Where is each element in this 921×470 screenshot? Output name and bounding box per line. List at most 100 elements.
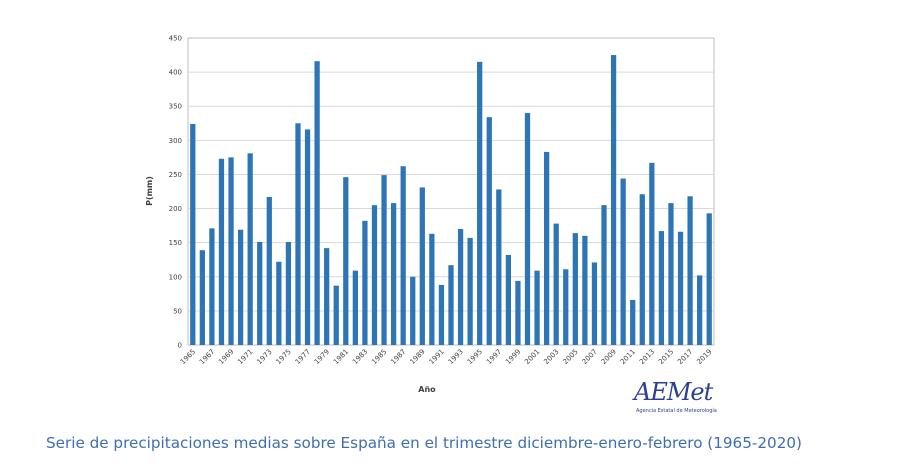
bar-2015 [668, 203, 674, 345]
logo-wordmark: AEMet [634, 378, 713, 406]
bar-1980 [333, 285, 339, 345]
x-tick-label: 1977 [294, 348, 312, 366]
bar-2011 [630, 299, 636, 345]
x-tick-label: 1999 [504, 348, 522, 366]
x-tick-label: 1983 [351, 348, 369, 366]
x-tick-label: 2013 [638, 348, 656, 366]
bar-1991 [438, 284, 445, 345]
gridlines [188, 71, 714, 312]
bar-1974 [276, 261, 282, 345]
x-axis-title: Año [418, 385, 436, 394]
x-tick-label: 1979 [313, 348, 331, 366]
bar-1985 [381, 175, 387, 345]
x-tick-label: 1987 [389, 348, 407, 366]
bar-2003 [553, 223, 559, 345]
x-tick-label: 2001 [523, 348, 541, 366]
bar-1973 [266, 196, 272, 345]
bar-1994 [467, 237, 473, 345]
bar-1981 [343, 177, 349, 345]
x-axis-ticks: 1965 1967 1969 1971 1973 1975 1977 1979 1981 1983… [179, 348, 714, 366]
bar-1967 [209, 228, 215, 345]
bar-1989 [419, 187, 425, 345]
bar-2016 [677, 231, 684, 345]
x-tick-label: 2011 [619, 348, 637, 366]
x-tick-label: 2003 [542, 348, 560, 366]
y-tick-label: 400 [169, 69, 182, 77]
x-tick-label: 1969 [217, 348, 235, 366]
bar-series [190, 55, 712, 346]
bar-1970 [237, 229, 244, 345]
x-tick-label: 1965 [179, 348, 197, 366]
x-tick-label: 2007 [581, 348, 599, 366]
y-tick-label: 100 [169, 273, 182, 281]
bar-2018 [697, 275, 703, 345]
chart-svg: 0 50 100 150 200 250 300 350 400 450 1965 1967 1969… [145, 35, 715, 394]
bar-1982 [352, 270, 358, 345]
bar-1996 [486, 117, 492, 345]
bar-2004 [563, 269, 569, 345]
x-tick-label: 1993 [447, 348, 465, 366]
bar-1972 [257, 241, 263, 345]
y-tick-label: 50 [173, 307, 182, 315]
x-tick-label: 2017 [676, 348, 694, 366]
bar-1992 [448, 265, 454, 345]
x-tick-label: 2009 [600, 348, 618, 366]
bar-1976 [295, 123, 301, 346]
bar-2017 [687, 196, 693, 345]
x-tick-label: 1981 [332, 348, 350, 366]
precipitation-chart: 0 50 100 150 200 250 300 350 400 450 1965 1967 1969… [145, 35, 736, 422]
x-tick-label: 1971 [236, 348, 254, 366]
bar-2007 [591, 262, 598, 345]
bar-1995 [477, 61, 483, 345]
y-tick-label: 300 [169, 137, 182, 145]
bar-1971 [247, 153, 253, 345]
bar-1969 [228, 157, 234, 345]
x-tick-label: 2019 [695, 348, 713, 366]
bar-2009 [610, 55, 617, 346]
bar-1984 [371, 205, 378, 345]
x-tick-label: 1989 [408, 348, 426, 366]
y-tick-label: 350 [169, 103, 182, 111]
x-tick-label: 2005 [561, 348, 579, 366]
bar-1968 [218, 158, 225, 345]
x-tick-label: 2015 [657, 348, 675, 366]
bar-2012 [639, 194, 645, 345]
x-tick-label: 1997 [485, 348, 503, 366]
bar-2002 [544, 151, 550, 345]
y-axis-ticks: 0 50 100 150 200 250 300 350 400 450 [169, 35, 182, 350]
x-tick-label: 1991 [428, 348, 446, 366]
x-tick-label: 1975 [275, 348, 293, 366]
figure-caption: Serie de precipitaciones medias sobre Es… [46, 434, 802, 452]
x-tick-label: 1985 [370, 348, 388, 366]
y-tick-label: 200 [169, 205, 182, 213]
bar-2001 [534, 270, 540, 345]
bar-2008 [601, 205, 607, 345]
bar-1966 [199, 250, 205, 345]
bar-1983 [362, 220, 368, 345]
bar-2019 [706, 213, 712, 345]
bar-2000 [524, 113, 531, 346]
x-tick-label: 1995 [466, 348, 484, 366]
bar-1999 [515, 280, 521, 345]
bar-1993 [457, 229, 464, 345]
bar-1987 [400, 166, 406, 345]
bar-1986 [390, 203, 397, 345]
bar-1979 [324, 248, 330, 345]
bar-2006 [582, 235, 588, 345]
bar-1997 [496, 189, 502, 345]
x-tick-label: 1973 [255, 348, 273, 366]
bar-2014 [658, 231, 665, 345]
x-tick-label: 1967 [198, 348, 216, 366]
bar-1988 [410, 276, 416, 345]
y-tick-label: 450 [169, 35, 182, 43]
bar-1975 [285, 241, 292, 345]
bar-1977 [304, 129, 311, 345]
bar-1978 [314, 61, 320, 345]
bar-1998 [505, 254, 512, 345]
y-tick-label: 250 [169, 171, 182, 179]
y-axis-title: P(mm) [145, 176, 154, 206]
bar-1965 [190, 123, 196, 346]
bar-1990 [429, 233, 435, 345]
bar-2010 [620, 178, 626, 345]
aemet-logo: AEMet Agencia Estatal de Meteorología [626, 378, 736, 422]
